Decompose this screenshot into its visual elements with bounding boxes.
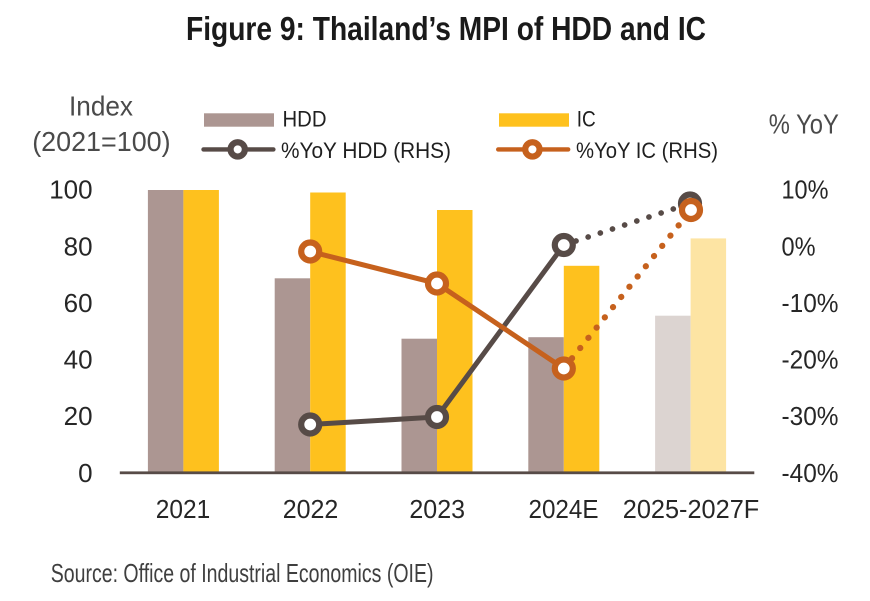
svg-text:%YoY IC (RHS): %YoY IC (RHS) [576, 138, 718, 163]
svg-text:IC: IC [577, 107, 596, 132]
svg-text:10%: 10% [782, 175, 829, 205]
svg-text:%YoY HDD (RHS): %YoY HDD (RHS) [281, 138, 451, 163]
svg-text:2021: 2021 [156, 494, 210, 524]
svg-text:-40%: -40% [782, 458, 839, 488]
svg-text:2025-2027F: 2025-2027F [623, 494, 760, 524]
svg-text:2022: 2022 [283, 494, 339, 524]
svg-text:-20%: -20% [782, 345, 839, 375]
svg-text:20: 20 [64, 401, 93, 431]
svg-text:40: 40 [64, 345, 93, 375]
svg-text:-10%: -10% [782, 288, 839, 318]
svg-text:0%: 0% [782, 231, 816, 261]
svg-text:% YoY: % YoY [769, 109, 839, 140]
svg-text:Figure 9: Thailand’s MPI of HD: Figure 9: Thailand’s MPI of HDD and IC [186, 11, 706, 48]
svg-text:-30%: -30% [782, 401, 839, 431]
svg-text:2023: 2023 [409, 494, 465, 524]
svg-text:0: 0 [78, 458, 92, 488]
svg-text:60: 60 [64, 288, 93, 318]
svg-text:80: 80 [64, 231, 93, 261]
svg-text:2024E: 2024E [529, 494, 599, 524]
svg-text:HDD: HDD [283, 107, 327, 132]
svg-text:100: 100 [49, 175, 92, 205]
svg-text:Index: Index [69, 91, 133, 122]
svg-text:Source: Office of Industrial E: Source: Office of Industrial Economics (… [51, 558, 434, 588]
svg-text:(2021=100): (2021=100) [32, 126, 170, 157]
